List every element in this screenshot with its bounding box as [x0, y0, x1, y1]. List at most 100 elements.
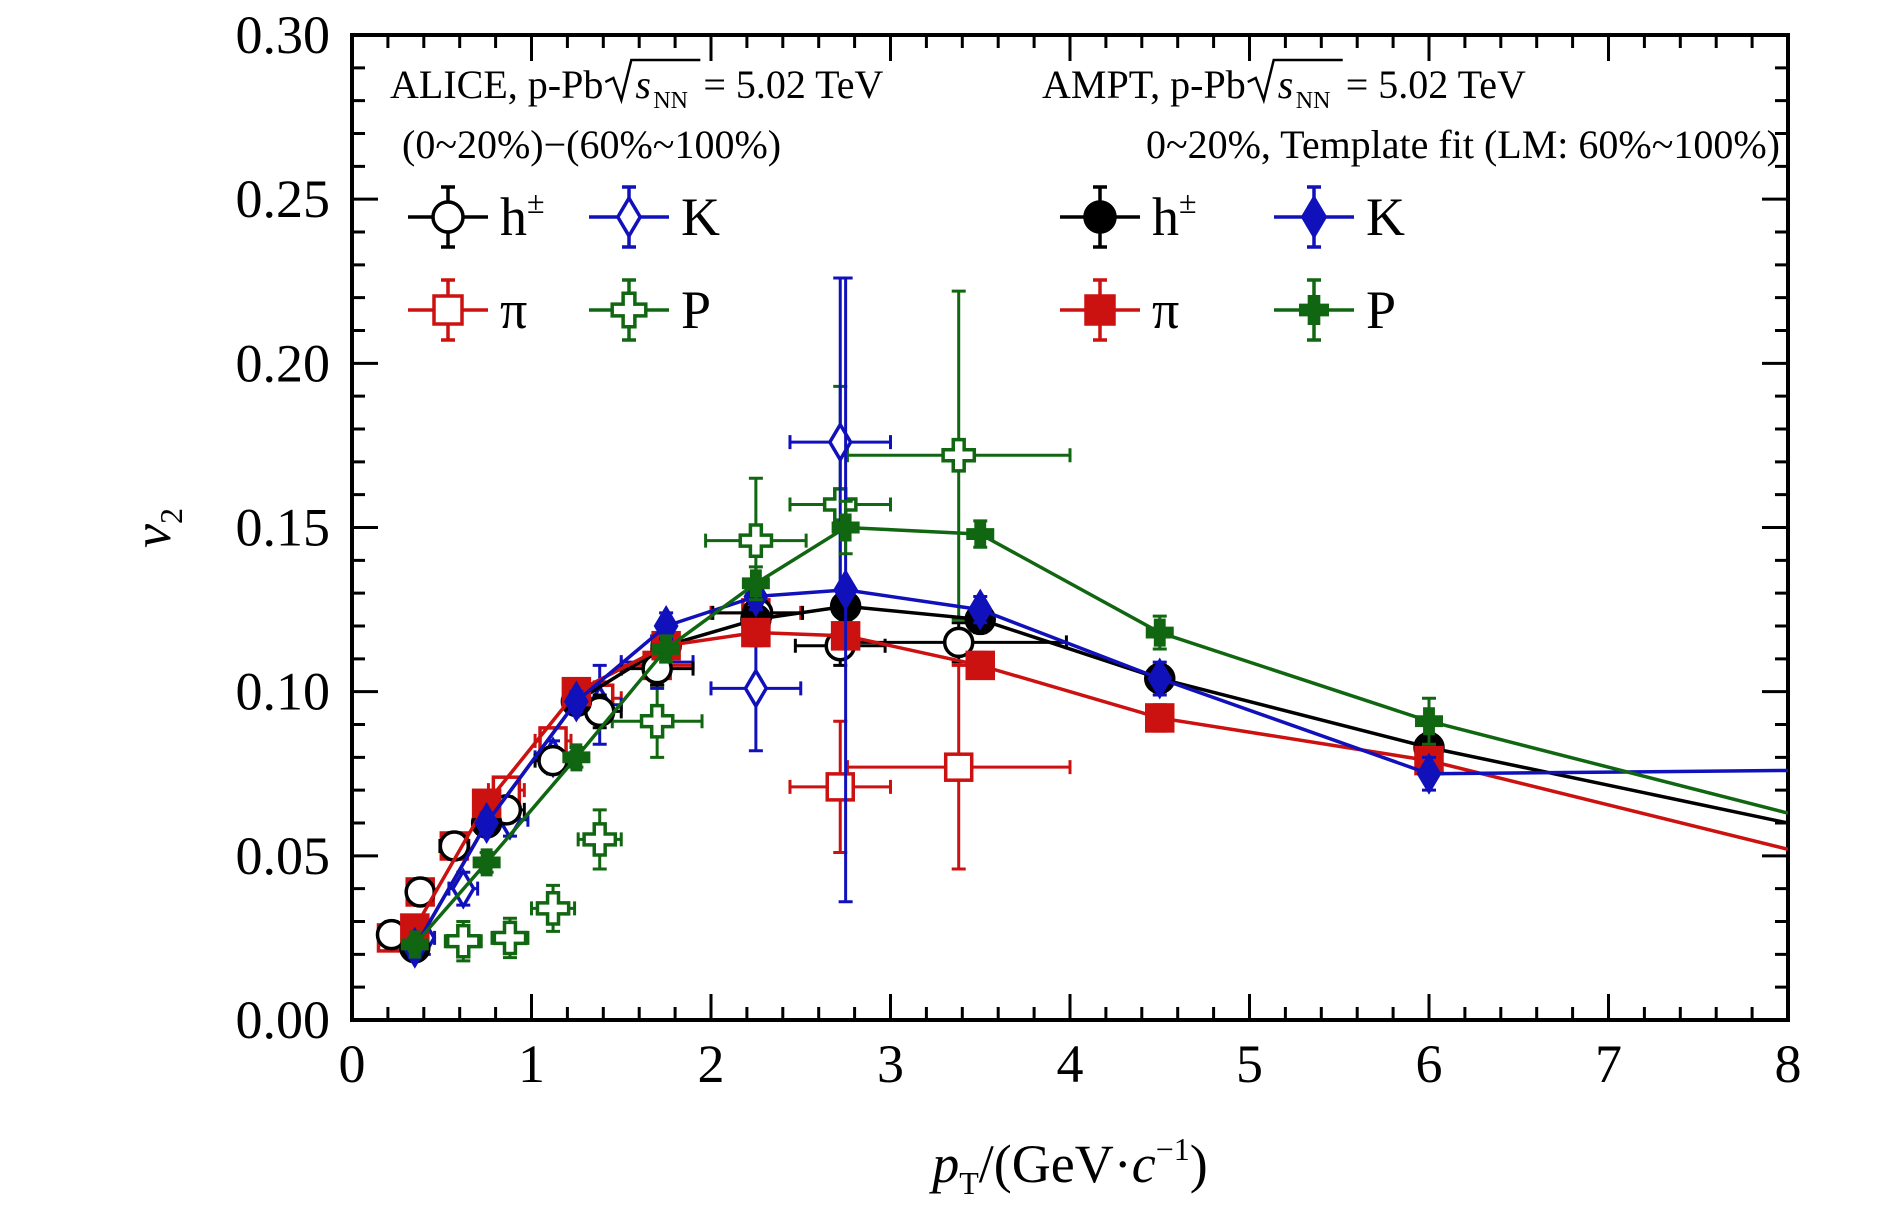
data-point — [438, 830, 471, 862]
data-point — [474, 802, 500, 844]
legend-label: h± — [1152, 184, 1197, 247]
legend-entry-p_ampt: P — [1274, 278, 1396, 342]
data-point — [966, 519, 995, 549]
data-point — [788, 719, 892, 855]
y-axis-title: v2 — [122, 508, 189, 548]
sqrt-subscript: NN — [653, 88, 688, 114]
marker-diamond — [833, 568, 859, 611]
series-line — [413, 630, 1788, 929]
marker-open-cross — [492, 920, 528, 956]
sqrt-variable: s — [635, 62, 651, 107]
marker-diamond — [563, 680, 589, 723]
marker-open-cross — [610, 291, 648, 329]
data-point — [967, 588, 993, 631]
data-point — [965, 650, 995, 681]
legend-label: π — [1152, 280, 1179, 340]
marker-diamond — [967, 588, 993, 631]
marker-filled-cross — [472, 848, 501, 877]
data-point — [652, 634, 681, 664]
y-tick-label: 0.25 — [236, 169, 331, 229]
data-point — [788, 276, 892, 608]
ampt-energy-label: AMPT, p-Pb s NN = 5.02 TeV — [1042, 58, 1526, 114]
marker-filled-cross — [400, 930, 429, 959]
data-point — [741, 565, 770, 602]
marker-circle — [431, 200, 465, 234]
x-axis-title: pT/(GeV·c−1) — [928, 1131, 1207, 1201]
marker-filled-cross — [831, 513, 860, 542]
marker-circle — [1083, 200, 1117, 234]
marker-diamond — [1416, 752, 1442, 795]
series-p_ampt — [400, 499, 1788, 959]
legend-label: P — [681, 280, 711, 340]
x-tick-label: 6 — [1416, 1034, 1443, 1094]
marker-square — [1145, 703, 1175, 733]
marker-diamond — [743, 667, 769, 710]
marker-filled-cross — [966, 520, 995, 549]
marker-open-cross — [738, 523, 774, 558]
data-series — [375, 276, 1788, 969]
marker-circle — [942, 626, 975, 659]
data-point — [1415, 696, 1443, 746]
data-point — [845, 663, 1072, 871]
marker-square — [741, 617, 771, 648]
data-point — [1145, 614, 1174, 651]
marker-filled-cross — [562, 743, 591, 772]
series-K_ampt — [402, 276, 1788, 969]
data-point — [1416, 752, 1442, 795]
data-point — [845, 289, 1072, 621]
annotation-text: AMPT, p-Pb — [1042, 62, 1246, 107]
data-point — [1147, 657, 1173, 700]
data-point — [530, 883, 577, 933]
marker-open-cross — [445, 923, 481, 959]
marker-open-cross — [535, 891, 571, 926]
marker-diamond — [615, 194, 643, 240]
data-point — [472, 848, 501, 877]
marker-filled-cross — [1415, 707, 1443, 736]
data-point — [576, 808, 623, 871]
plot-border — [350, 33, 1790, 1022]
marker-circle — [438, 830, 471, 862]
sqrt-variable: s — [1278, 62, 1294, 107]
marker-filled-cross — [1145, 618, 1174, 647]
series-line — [413, 525, 1788, 946]
plot-frame — [350, 33, 1790, 1022]
marker-square — [943, 752, 974, 782]
legend-entry-p_exp: P — [589, 278, 711, 342]
legend-label: P — [1366, 280, 1396, 340]
legend-entry-pi_ampt: π — [1060, 278, 1179, 342]
ampt-centrality-label: 0~20%, Template fit (LM: 60%~100%) — [1146, 122, 1780, 167]
data-point — [610, 683, 704, 759]
marker-open-cross — [639, 703, 675, 739]
marker-filled-cross — [1299, 295, 1329, 325]
marker-filled-cross — [741, 569, 770, 598]
legend-entry-h_exp: h± — [408, 184, 545, 249]
marker-square — [825, 772, 855, 802]
axis-tick-labels: 0 1 2 3 4 5 6 7 8 0.00 0.05 0.10 0.15 0.20 0.25 0.30 — [236, 5, 1802, 1094]
data-point — [741, 617, 771, 648]
marker-diamond — [1147, 657, 1173, 700]
x-tick-label: 1 — [518, 1034, 545, 1094]
marker-diamond — [1300, 194, 1328, 240]
marker-diamond — [474, 802, 500, 844]
legend-label: h± — [500, 184, 545, 247]
data-point — [562, 743, 591, 772]
sqrt-sign — [604, 58, 701, 105]
data-point — [833, 276, 859, 904]
y-tick-label: 0.30 — [236, 5, 331, 65]
marker-open-cross — [941, 437, 977, 473]
y-tick-label: 0.05 — [236, 826, 331, 886]
alice-energy-label: ALICE, p-Pb s NN = 5.02 TeV — [390, 58, 884, 114]
x-tick-label: 8 — [1775, 1034, 1802, 1094]
alice-centrality-label: (0~20%)−(60%~100%) — [402, 122, 781, 167]
legend-entry-pi_exp: π — [408, 278, 527, 342]
annotation-text: ALICE, p-Pb — [390, 62, 603, 107]
y-tick-label: 0.00 — [236, 990, 331, 1050]
legend-label: π — [500, 280, 527, 340]
sqrt-subscript: NN — [1296, 88, 1331, 114]
marker-square — [1084, 294, 1116, 326]
tick-marks — [350, 33, 1790, 1022]
sqrt-sign — [1247, 58, 1343, 105]
axis-ticks — [350, 33, 1790, 1022]
series-line — [413, 588, 1788, 949]
